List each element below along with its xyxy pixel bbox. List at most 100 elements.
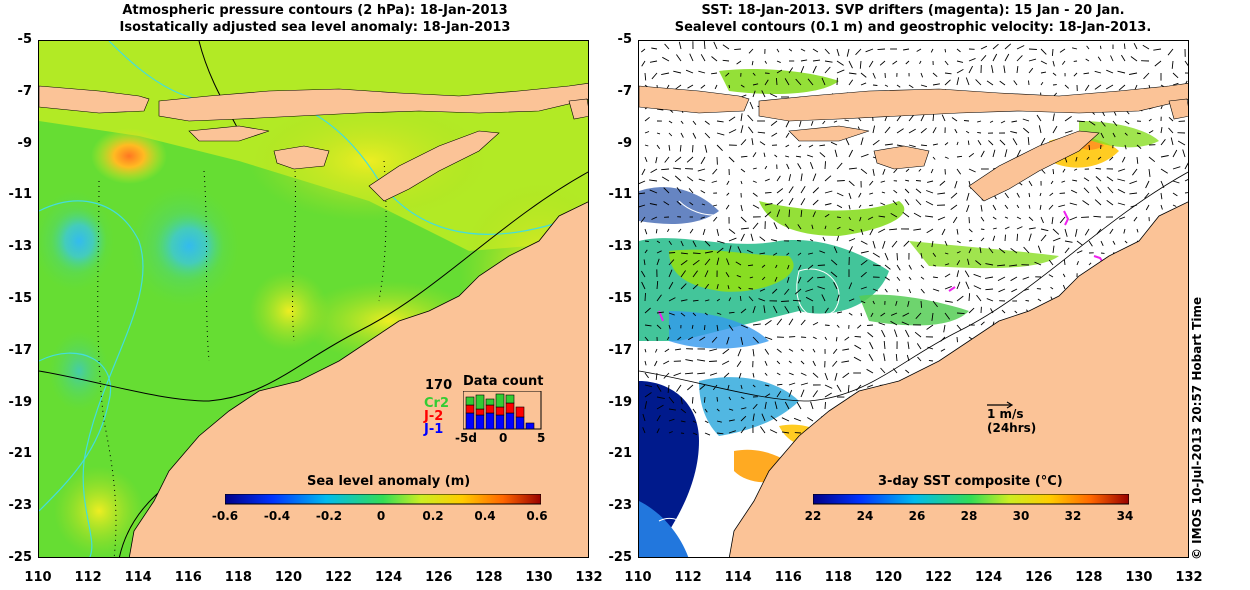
velocity-arrow [1083,72,1090,75]
velocity-arrow [824,161,826,170]
velocity-arrow [928,359,934,362]
velocity-arrow [926,190,934,194]
velocity-arrow [752,403,758,410]
velocity-arrow [759,236,766,242]
velocity-arrow [1184,179,1188,182]
velocity-arrow [688,188,694,194]
velocity-arrow [698,70,706,74]
velocity-arrow [926,180,934,183]
velocity-arrow [1004,204,1009,209]
velocity-arrow [793,417,802,422]
velocity-arrow [1073,72,1078,77]
velocity-arrow [1023,127,1030,134]
velocity-arrow [668,431,673,434]
velocity-arrow [932,127,937,134]
velocity-arrow [824,60,833,63]
velocity-arrow [914,331,922,338]
velocity-arrow [860,271,867,278]
velocity-arrow [740,113,743,122]
velocity-arrow [916,48,922,52]
velocity-arrow [931,312,934,321]
velocity-arrow [848,246,853,254]
velocity-arrow [860,82,867,86]
velocity-arrow [773,222,778,230]
velocity-arrow [1048,259,1054,266]
velocity-arrow [641,168,646,176]
velocity-arrow [800,389,805,398]
velocity-arrow [988,247,994,254]
velocity-arrow [821,77,826,86]
velocity-arrow [941,114,946,122]
velocity-arrow [1028,227,1036,230]
velocity-arrow [944,300,953,303]
velocity-arrow [980,150,985,158]
velocity-arrow [764,401,767,410]
velocity-arrow [1118,168,1126,172]
velocity-arrow [836,60,844,66]
velocity-arrow [833,246,838,254]
velocity-arrow [966,204,970,213]
velocity-arrow [1028,67,1034,74]
velocity-arrow [1028,233,1032,242]
velocity-arrow [641,48,646,53]
velocity-arrow [1016,192,1020,198]
mission-label-j2: J-2 [424,409,444,424]
velocity-arrow [763,152,766,158]
velocity-arrow [1039,204,1042,210]
sla-tick-3: 0 [376,509,386,523]
velocity-arrow [644,336,649,342]
velocity-arrow [872,240,876,249]
velocity-arrow [757,131,766,134]
velocity-arrow [728,297,732,302]
velocity-arrow [1168,127,1174,134]
right-lat-tick: -11 [608,187,633,203]
velocity-arrow [836,162,843,170]
velocity-arrow [752,167,757,170]
velocity-arrow [644,144,649,147]
velocity-arrow [1014,310,1018,314]
velocity-arrow [867,216,874,220]
velocity-arrow [654,360,658,367]
velocity-arrow [661,176,670,182]
velocity-arrow [788,318,794,326]
velocity-arrow [1106,200,1114,206]
velocity-arrow [956,77,960,86]
velocity-arrow [680,252,688,255]
velocity-arrow [867,332,874,338]
velocity-arrow [1086,45,1090,50]
left-lat-tick: -17 [8,342,33,358]
velocity-arrow [664,43,670,50]
velocity-arrow [968,293,971,302]
velocity-arrow [800,48,806,52]
velocity-arrow [956,336,958,343]
velocity-arrow [776,48,780,53]
velocity-arrow [650,168,658,173]
velocity-arrow [761,90,766,98]
velocity-arrow [944,273,951,278]
velocity-arrow [667,384,670,393]
velocity-arrow [644,249,648,254]
velocity-arrow [1124,132,1128,136]
velocity-arrow [644,156,648,162]
velocity-arrow [689,228,694,234]
velocity-arrow [704,144,708,153]
velocity-arrow [904,199,910,206]
velocity-arrow [1040,82,1044,86]
velocity-arrow [990,308,994,314]
velocity-arrow [692,432,698,436]
velocity-arrow [866,368,874,374]
velocity-arrow [824,190,833,194]
velocity-arrow [869,228,874,236]
velocity-arrow [642,427,646,434]
velocity-arrow [1136,132,1141,135]
velocity-arrow [1107,186,1114,194]
velocity-arrow [819,144,826,147]
velocity-arrow [776,209,781,218]
velocity-arrow [1172,204,1177,207]
velocity-arrow [716,324,719,332]
velocity-arrow [651,47,658,50]
velocity-arrow [644,324,652,327]
velocity-arrow [668,281,674,290]
velocity-arrow [1096,228,1102,235]
velocity-arrow [1052,72,1057,76]
